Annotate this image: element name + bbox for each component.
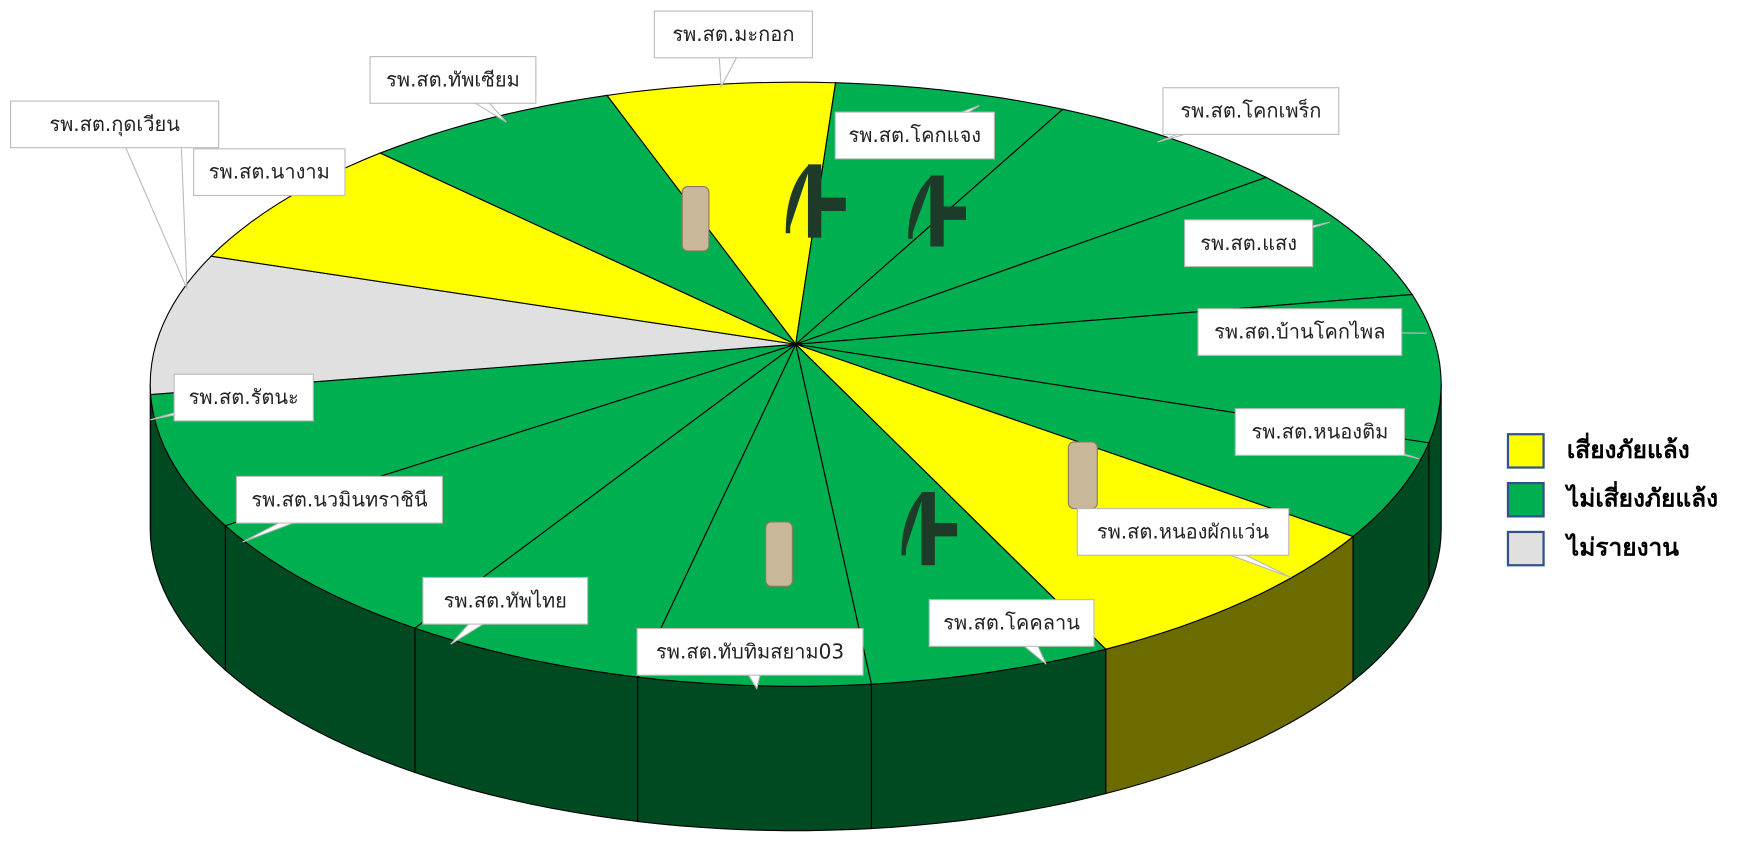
callout-box	[653, 10, 813, 59]
slice-label: รพ.สต.รัตนะ	[189, 385, 299, 409]
slice-label: รพ.สต.แสง	[1200, 231, 1297, 255]
slice-label: รพ.สต.กุดเวียน	[49, 112, 180, 137]
slice-label: รพ.สต.มะกอก	[672, 22, 794, 46]
callout-box	[10, 100, 220, 149]
callout-box	[1076, 508, 1290, 556]
callout-box	[235, 475, 443, 524]
slice	[795, 176, 1414, 345]
callout-box	[1197, 308, 1403, 356]
legend-swatch	[1506, 530, 1545, 567]
callout-box	[636, 628, 864, 676]
slice-label: รพ.สต.บ้านโคกไพล	[1214, 320, 1385, 344]
pump-icon	[901, 491, 958, 566]
slice-label: รพ.สต.โคกเพร็ก	[1180, 98, 1321, 123]
slice	[149, 255, 796, 396]
callout-box	[1234, 408, 1406, 456]
slice	[795, 343, 1430, 538]
slice-label: รพ.สต.นวมินทราชินี	[251, 487, 428, 511]
callouts: รพ.สต.มะกอกรพ.สต.โคกแจงรพ.สต.โคกเพร็กรพ.…	[10, 10, 1427, 690]
slice-label: รพ.สต.นางาม	[209, 160, 330, 184]
pie-sides	[149, 384, 1442, 832]
slice-label: รพ.สต.ทัพไทย	[444, 588, 567, 612]
legend-label: ไม่เสี่ยงภัยแล้ง	[1564, 481, 1718, 513]
callout-box	[369, 56, 537, 104]
callout-box	[1162, 87, 1340, 135]
callout-box	[1184, 219, 1314, 268]
slice-label: รพ.สต.โคกแจง	[848, 123, 981, 147]
callout-box	[193, 148, 346, 197]
slice	[636, 342, 873, 687]
slice-side	[637, 676, 872, 832]
icons	[681, 164, 1098, 587]
legend-swatch	[1506, 433, 1545, 469]
callout-leader	[125, 147, 188, 289]
tank-icon	[765, 521, 793, 587]
slice	[378, 94, 797, 345]
tank-icon	[1067, 441, 1098, 510]
callout-box	[928, 599, 1095, 647]
legend-label: เสี่ยงภัยแล้ง	[1567, 432, 1690, 464]
legend-swatch	[1506, 481, 1545, 518]
callout-box	[173, 373, 314, 422]
slice-label: รพ.สต.หนองผักแว่น	[1097, 520, 1270, 544]
slice	[605, 81, 837, 346]
pump-icon	[908, 175, 966, 247]
slice-label: รพ.สต.หนองติม	[1251, 420, 1388, 444]
slice	[224, 343, 797, 629]
slice-label: รพ.สต.โคคลาน	[943, 611, 1080, 635]
callout-box	[834, 111, 995, 160]
callout-box	[422, 576, 589, 625]
slice	[209, 152, 796, 345]
slice-label: รพ.สต.ทับทิมสยาม03	[656, 640, 844, 664]
slice	[795, 108, 1268, 345]
pump-icon	[785, 164, 846, 238]
tank-icon	[681, 186, 710, 252]
slice-label: รพ.สต.ทัพเซียม	[386, 68, 520, 92]
legend: เสี่ยงภัยแล้งไม่เสี่ยงภัยแล้งไม่รายงาน	[1506, 432, 1718, 567]
legend-label: ไม่รายงาน	[1564, 533, 1679, 562]
